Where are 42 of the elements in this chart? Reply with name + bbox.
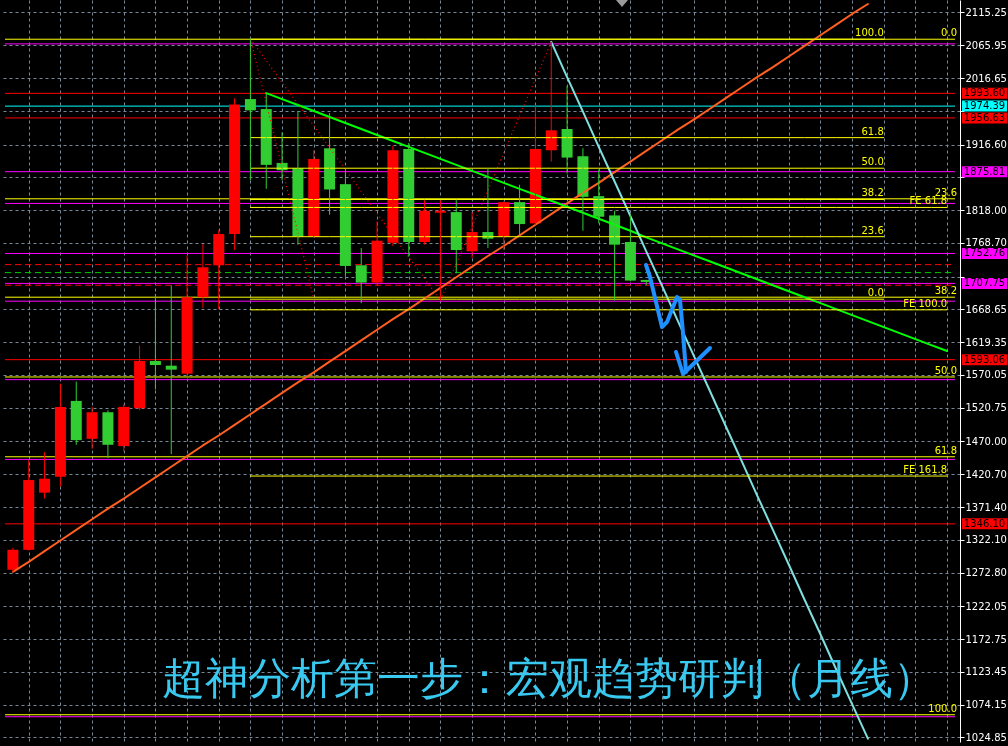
series-label: 50.0 [861,156,884,168]
y-tick-label: 2016.65 [965,72,1007,84]
text: 超神分析第一步：宏观趋势研判（月线） [162,653,936,703]
series-label: FE 161.8 [903,464,948,476]
y-tick-label: 1074.15 [965,699,1007,711]
series-label: 0.0 [867,287,884,299]
annotation: 100.0 [928,702,957,714]
ref-line-label: 1346.10 [963,517,1006,529]
series-label: 100.0 [855,27,884,39]
ref-line-label: 1956.63 [963,111,1006,123]
series-label: 61.8 [861,125,884,137]
ref-line-label: 1993.60 [963,87,1006,99]
y-tick-label: 1520.75 [965,402,1007,414]
ref-line-label: 1752.76 [963,247,1006,259]
y-tick-label: 1024.85 [965,731,1007,743]
annotation: 61.8 [934,444,957,456]
y-tick-label: 1818.00 [965,204,1007,216]
y-tick-label: 1272.80 [965,567,1007,579]
y-tick-label: 1916.60 [965,139,1007,151]
ref-line-label: 1875.81 [963,165,1006,177]
series-label: 23.6 [861,224,884,236]
ref-line-label: 1593.06 [963,353,1006,365]
y-tick-label: 1470.00 [965,435,1007,447]
ref-line-label: 1974.39 [963,100,1006,112]
y-tick-label: 2115.25 [965,6,1007,18]
y-tick-label: 1420.70 [965,468,1007,480]
y-tick-label: 1768.70 [965,237,1007,249]
y-tick-label: 1123.45 [965,666,1007,678]
y-tick-label: 1668.65 [965,303,1007,315]
annotation: 38.2 [934,285,957,297]
y-tick-label: 1619.35 [965,336,1007,348]
y-tick-label: 1322.10 [965,534,1007,546]
annotation: 0.0 [941,27,957,39]
ref-line-label: 1707.75 [963,277,1006,289]
annotation: 50.0 [934,364,957,376]
y-tick-label: 2065.95 [965,39,1007,51]
y-tick-label: 1371.40 [965,501,1007,513]
series-label: 38.2 [861,187,884,199]
annotation: 23.6 [934,186,957,198]
y-tick-label: 1570.05 [965,369,1007,381]
y-tick-label: 1172.75 [965,633,1007,645]
y-tick-label: 1222.05 [965,600,1007,612]
